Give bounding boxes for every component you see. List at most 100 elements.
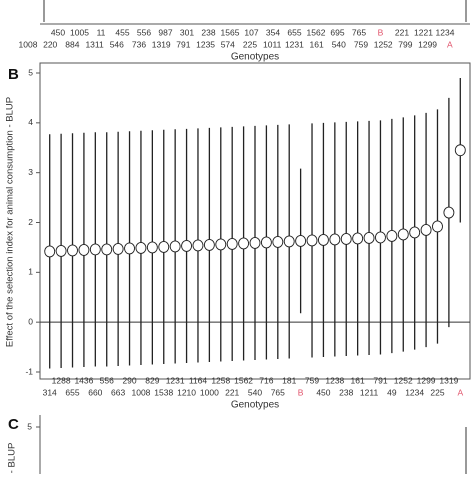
x-axis-title: Genotypes xyxy=(231,400,279,411)
x-tick-label: 987 xyxy=(158,27,172,37)
y-axis-title: - BLUP xyxy=(7,443,18,474)
x-tick-label: 1538 xyxy=(154,387,173,397)
x-tick-label: 716 xyxy=(259,375,273,385)
point xyxy=(283,235,295,248)
x-tick-label: 1299 xyxy=(417,375,436,385)
x-tick-label: 574 xyxy=(221,39,235,49)
point xyxy=(101,243,113,256)
point xyxy=(317,233,329,246)
x-tick-label: 1231 xyxy=(166,375,185,385)
x-tick-label: 455 xyxy=(115,27,129,37)
point xyxy=(158,240,170,253)
x-tick-label: 161 xyxy=(351,375,365,385)
point xyxy=(432,220,443,233)
x-tick-label: 238 xyxy=(339,387,353,397)
point xyxy=(363,231,375,244)
x-tick-label: 663 xyxy=(111,387,125,397)
point xyxy=(329,233,341,246)
x-tick-label: 546 xyxy=(110,39,124,49)
x-tick-label: 290 xyxy=(122,375,136,385)
x-tick-label: 225 xyxy=(430,387,444,397)
x-tick-label: A xyxy=(457,387,463,397)
x-tick-label: 1436 xyxy=(74,375,93,385)
x-tick-label: 1211 xyxy=(360,387,379,397)
x-tick-label: 759 xyxy=(354,39,368,49)
y-tick-label: 2 xyxy=(28,217,33,227)
x-tick-label: 1258 xyxy=(211,375,230,385)
y-tick-label: 3 xyxy=(28,167,33,177)
x-tick-label: 660 xyxy=(88,387,102,397)
y-tick-label: 5 xyxy=(27,421,32,431)
point xyxy=(375,231,386,244)
point xyxy=(44,245,56,258)
x-tick-label: 759 xyxy=(305,375,319,385)
panel-label: B xyxy=(8,66,19,83)
x-tick-label: 1562 xyxy=(307,27,326,37)
x-tick-label: 695 xyxy=(330,27,344,37)
point xyxy=(352,232,364,245)
y-tick-label: 4 xyxy=(28,117,33,127)
x-tick-label: 655 xyxy=(65,387,79,397)
y-tick-label: -1 xyxy=(25,366,33,376)
point xyxy=(135,241,147,254)
y-tick-label: 0 xyxy=(28,316,33,326)
point xyxy=(454,144,466,157)
x-tick-label: 181 xyxy=(282,375,296,385)
point xyxy=(124,242,135,255)
point xyxy=(238,237,250,250)
x-tick-label: 736 xyxy=(132,39,146,49)
x-tick-label: 540 xyxy=(332,39,346,49)
x-tick-label: 1238 xyxy=(325,375,344,385)
x-tick-label: 1234 xyxy=(436,27,455,37)
point xyxy=(215,238,227,251)
x-tick-label: 107 xyxy=(244,27,258,37)
x-tick-label: 11 xyxy=(97,27,106,37)
point xyxy=(67,244,78,257)
x-tick-label: 1252 xyxy=(374,39,393,49)
x-tick-label: 354 xyxy=(266,27,280,37)
x-tick-label: 1565 xyxy=(221,27,240,37)
point xyxy=(306,234,318,247)
x-tick-label: 1288 xyxy=(52,375,71,385)
x-tick-label: 1210 xyxy=(177,387,196,397)
x-tick-label: 220 xyxy=(43,39,57,49)
x-tick-label: 765 xyxy=(352,27,366,37)
point xyxy=(181,239,193,252)
x-tick-label: 1008 xyxy=(131,387,150,397)
point xyxy=(272,235,284,248)
x-tick-label: 556 xyxy=(100,375,114,385)
point xyxy=(78,243,90,256)
x-tick-label: 225 xyxy=(243,39,257,49)
x-tick-label: 450 xyxy=(51,27,65,37)
x-tick-label: 1319 xyxy=(439,375,458,385)
x-tick-label: 540 xyxy=(248,387,262,397)
point xyxy=(146,241,158,254)
x-tick-label: 221 xyxy=(225,387,239,397)
panel-label: C xyxy=(8,416,19,433)
x-tick-label: 161 xyxy=(310,39,324,49)
x-tick-label: 450 xyxy=(316,387,330,397)
x-tick-label: 884 xyxy=(65,39,79,49)
point xyxy=(89,243,101,256)
x-tick-label: 556 xyxy=(137,27,151,37)
x-tick-label: 1008 xyxy=(19,39,38,49)
x-tick-label: 314 xyxy=(43,387,57,397)
y-tick-label: 5 xyxy=(28,67,33,77)
x-tick-label: 791 xyxy=(373,375,387,385)
x-tick-label: 1235 xyxy=(196,39,215,49)
x-tick-label: 799 xyxy=(398,39,412,49)
point xyxy=(249,236,261,249)
point xyxy=(192,239,204,252)
point xyxy=(260,236,272,249)
plot-frame xyxy=(39,62,471,380)
x-tick-label: 1011 xyxy=(263,39,282,49)
x-tick-label: 1000 xyxy=(200,387,219,397)
x-tick-label: 1164 xyxy=(189,375,208,385)
point xyxy=(443,206,455,219)
x-tick-label: B xyxy=(378,27,384,37)
point xyxy=(55,244,67,257)
x-tick-label: 238 xyxy=(201,27,215,37)
x-tick-label: 1005 xyxy=(70,27,89,37)
point xyxy=(340,232,352,245)
x-tick-label: 1252 xyxy=(394,375,413,385)
